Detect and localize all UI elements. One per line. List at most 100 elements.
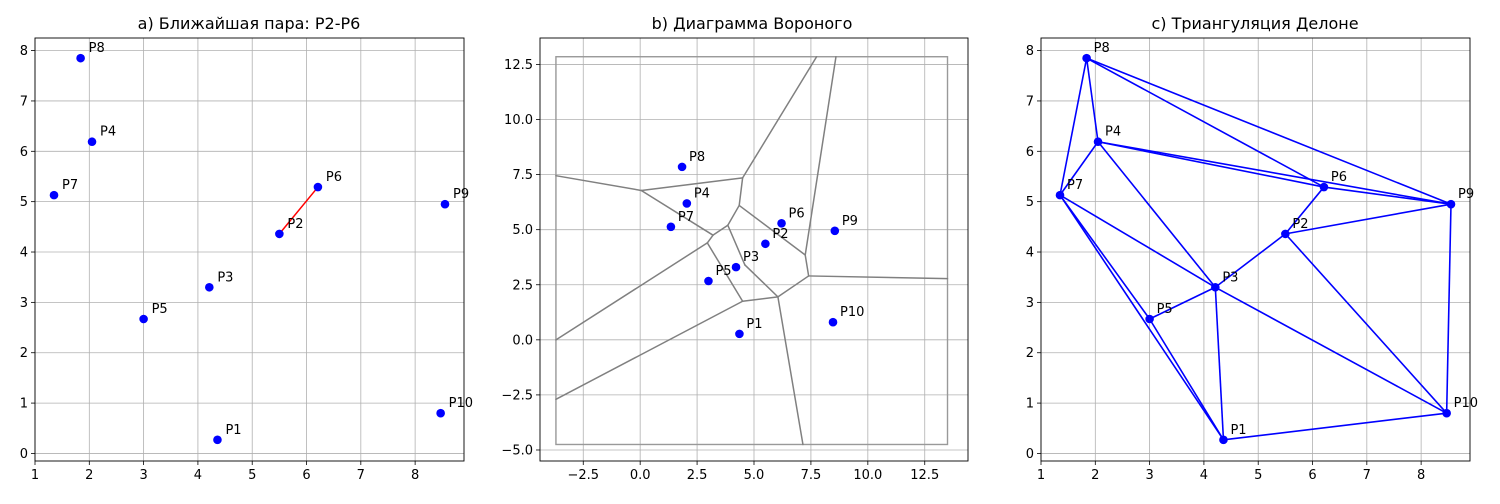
panel-a-title: a) Ближайшая пара: P2-P6 [138, 14, 361, 33]
delaunay-edge [1097, 141, 1216, 288]
axes-frame [539, 37, 969, 462]
voronoi-edge [706, 234, 714, 244]
point-p5 [139, 314, 148, 324]
point-label-p5: P5 [1157, 302, 1173, 317]
point-p8 [677, 162, 687, 172]
point-label-p4: P4 [1105, 125, 1121, 140]
voronoi-edge [744, 264, 779, 298]
x-tick-label: 12.5 [910, 468, 939, 483]
y-tick-label: 5 [1026, 195, 1034, 210]
x-tick-label: 6 [302, 468, 310, 483]
delaunay-edge [1285, 203, 1452, 235]
delaunay-edge [1059, 194, 1225, 441]
point-p8 [1082, 53, 1091, 63]
point-p9 [830, 226, 840, 236]
y-tick-label: 8 [20, 44, 28, 59]
point-label-p8: P8 [89, 41, 105, 56]
point-label-p10: P10 [1454, 396, 1478, 411]
y-tick-label: 6 [1026, 145, 1034, 160]
point-p6 [777, 218, 786, 228]
point-label-p7: P7 [678, 210, 694, 225]
delaunay-edge [1059, 57, 1088, 196]
x-tick-label: 8 [1417, 468, 1425, 483]
x-tick-label: 1 [31, 468, 39, 483]
point-p6 [1319, 182, 1329, 192]
y-tick-label: 0 [20, 447, 28, 462]
point-label-p9: P9 [453, 187, 469, 202]
y-tick-label: 5.0 [512, 223, 533, 238]
delaunay-edge [1214, 233, 1286, 288]
point-p2 [761, 239, 770, 249]
y-tick-label: 0 [1026, 447, 1034, 462]
y-tick-label: −2.5 [501, 388, 533, 403]
y-tick-label: 2.5 [512, 278, 533, 293]
plot-area [1059, 57, 1452, 441]
delaunay-edge [1059, 194, 1216, 288]
point-p3 [205, 282, 214, 292]
point-label-p3: P3 [743, 250, 759, 265]
point-label-p7: P7 [62, 178, 78, 193]
y-tick-label: 3 [1026, 296, 1034, 311]
point-p10 [1442, 408, 1451, 418]
point-label-p2: P2 [287, 217, 303, 232]
panel-b-title: b) Диаграмма Вороного [652, 14, 853, 33]
axes-frame [1040, 37, 1471, 462]
x-tick-label: 8 [411, 468, 419, 483]
x-tick-label: 1 [1037, 468, 1045, 483]
y-tick-label: 5 [20, 195, 28, 210]
voronoi-edge [555, 242, 709, 341]
point-p9 [440, 199, 450, 209]
point-p8 [76, 53, 85, 63]
delaunay-edge [1086, 57, 1325, 188]
voronoi-edge [741, 296, 779, 303]
delaunay-edge [1445, 204, 1452, 414]
x-tick-label: 4 [1200, 468, 1208, 483]
point-p1 [213, 435, 222, 445]
panel-c-title: c) Триангуляция Делоне [1151, 14, 1358, 33]
voronoi-edge [712, 224, 729, 236]
x-tick-label: 2 [85, 468, 93, 483]
point-label-p2: P2 [772, 227, 788, 242]
point-p2 [1281, 229, 1290, 239]
x-tick-label: 3 [1145, 468, 1153, 483]
delaunay-edge [1086, 57, 1452, 205]
axes-frame [34, 37, 465, 462]
voronoi-edge [555, 174, 643, 192]
point-label-p4: P4 [100, 125, 116, 140]
x-tick-label: 2 [1091, 468, 1099, 483]
x-tick-label: 5 [248, 468, 256, 483]
delaunay-edge [1085, 58, 1099, 142]
y-tick-label: 3 [20, 296, 28, 311]
x-tick-label: 5 [1254, 468, 1262, 483]
voronoi-edge [738, 204, 806, 256]
point-p10 [828, 317, 838, 327]
closest-pair-line [278, 186, 319, 235]
point-label-p5: P5 [715, 264, 731, 279]
point-label-p7: P7 [1067, 178, 1083, 193]
point-p2 [275, 229, 284, 239]
x-tick-label: −2.5 [567, 468, 599, 483]
voronoi-edge [738, 177, 744, 207]
point-label-p4: P4 [694, 186, 710, 201]
point-p1 [1219, 435, 1228, 445]
point-p4 [87, 137, 97, 147]
point-p7 [1055, 190, 1065, 200]
point-label-p1: P1 [1230, 423, 1246, 438]
x-tick-label: 7 [357, 468, 365, 483]
point-label-p10: P10 [449, 396, 473, 411]
y-tick-label: 1 [20, 397, 28, 412]
delaunay-edge [1148, 318, 1225, 441]
voronoi-edge [807, 275, 949, 280]
x-tick-label: 2.5 [687, 468, 708, 483]
y-tick-label: 10.0 [504, 113, 533, 128]
voronoi-edge [640, 177, 744, 192]
x-tick-label: 7 [1363, 468, 1371, 483]
y-tick-label: −5.0 [501, 443, 533, 458]
point-label-p9: P9 [842, 214, 858, 229]
y-tick-label: 7.5 [512, 168, 533, 183]
point-label-p8: P8 [689, 150, 705, 165]
plot-area [278, 186, 319, 235]
point-label-p8: P8 [1094, 41, 1110, 56]
